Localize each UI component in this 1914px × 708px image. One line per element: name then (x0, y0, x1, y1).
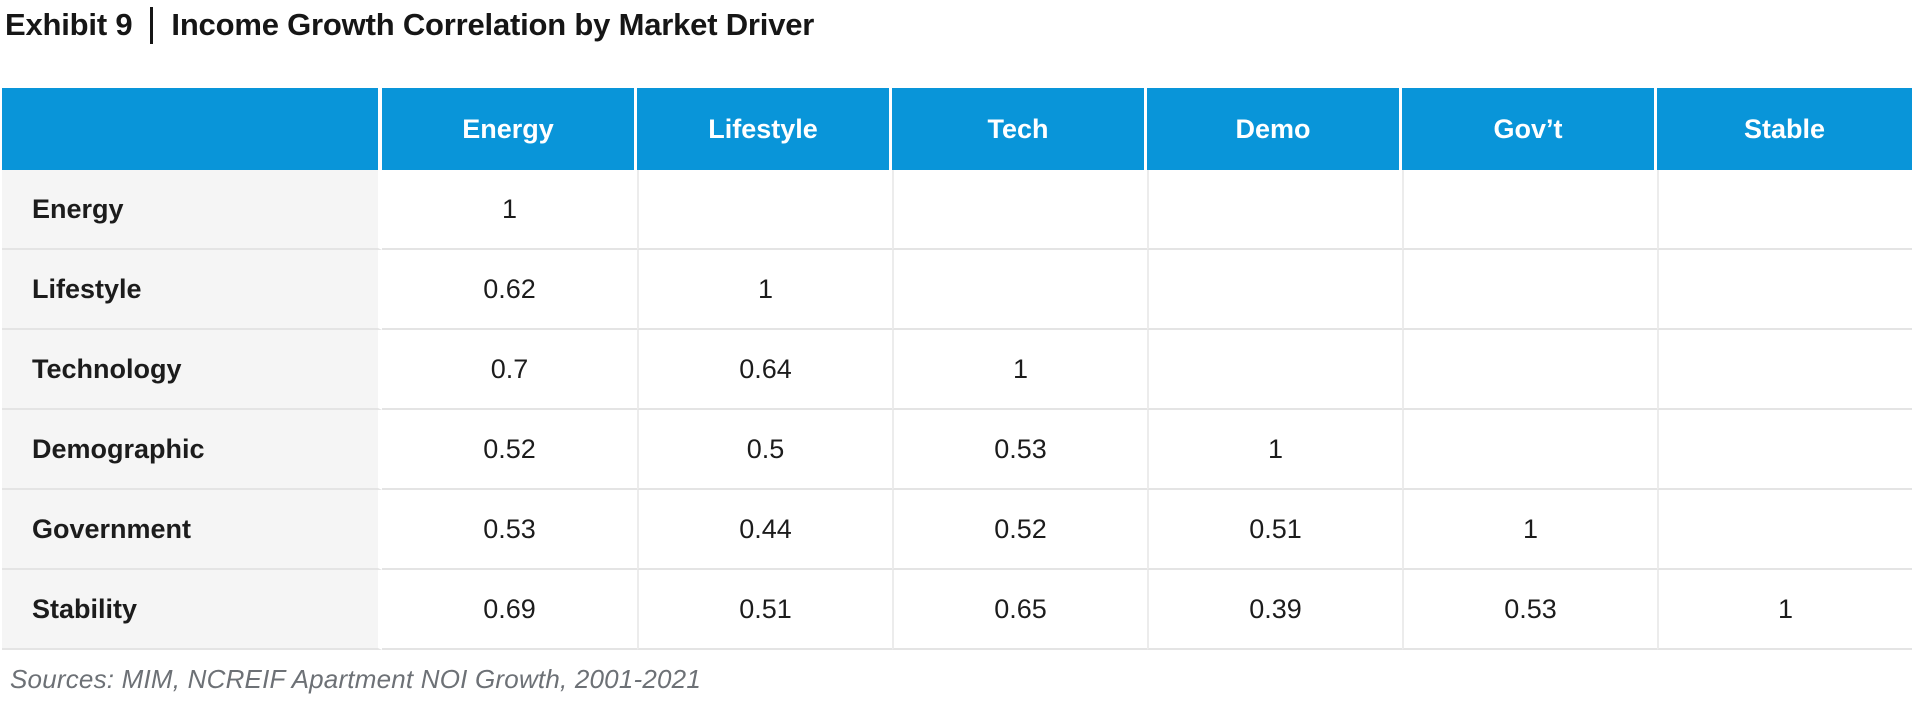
cell-stability-tech: 0.65 (892, 570, 1147, 650)
source-note: Sources: MIM, NCREIF Apartment NOI Growt… (10, 664, 701, 694)
column-header-tech: Tech (892, 88, 1147, 170)
table-row-energy: Energy 1 (2, 170, 1912, 250)
cell-demographic-stable (1657, 410, 1912, 490)
cell-demographic-lifestyle: 0.5 (637, 410, 892, 490)
cell-government-energy: 0.53 (382, 490, 637, 570)
cell-lifestyle-tech (892, 250, 1147, 330)
cell-technology-stable (1657, 330, 1912, 410)
page-title: Exhibit 9 Income Growth Correlation by M… (5, 2, 1914, 48)
cell-lifestyle-stable (1657, 250, 1912, 330)
row-label-energy: Energy (2, 170, 382, 250)
cell-demographic-gov-t (1402, 410, 1657, 490)
row-label-technology: Technology (2, 330, 382, 410)
table-row-government: Government 0.53 0.44 0.52 0.51 1 (2, 490, 1912, 570)
column-header-stable: Stable (1657, 88, 1912, 170)
table-row-demographic: Demographic 0.52 0.5 0.53 1 (2, 410, 1912, 490)
cell-stability-demo: 0.39 (1147, 570, 1402, 650)
cell-technology-tech: 1 (892, 330, 1147, 410)
title-separator-bar (150, 6, 154, 44)
cell-lifestyle-energy: 0.62 (382, 250, 637, 330)
cell-energy-stable (1657, 170, 1912, 250)
cell-energy-energy: 1 (382, 170, 637, 250)
cell-government-gov-t: 1 (1402, 490, 1657, 570)
cell-government-tech: 0.52 (892, 490, 1147, 570)
cell-technology-lifestyle: 0.64 (637, 330, 892, 410)
exhibit-label: Exhibit 9 (5, 7, 133, 42)
cell-lifestyle-gov-t (1402, 250, 1657, 330)
cell-technology-demo (1147, 330, 1402, 410)
row-label-stability: Stability (2, 570, 382, 650)
cell-lifestyle-lifestyle: 1 (637, 250, 892, 330)
row-label-demographic: Demographic (2, 410, 382, 490)
title-text: Income Growth Correlation by Market Driv… (171, 7, 815, 42)
column-header-lifestyle: Lifestyle (637, 88, 892, 170)
cell-stability-gov-t: 0.53 (1402, 570, 1657, 650)
cell-demographic-demo: 1 (1147, 410, 1402, 490)
correlation-table: Energy Lifestyle Tech Demo Gov’t Stable Energ… (2, 88, 1912, 650)
cell-technology-gov-t (1402, 330, 1657, 410)
column-header-demo: Demo (1147, 88, 1402, 170)
cell-stability-lifestyle: 0.51 (637, 570, 892, 650)
table-header-row: Energy Lifestyle Tech Demo Gov’t Stable (2, 88, 1912, 170)
cell-government-demo: 0.51 (1147, 490, 1402, 570)
cell-demographic-tech: 0.53 (892, 410, 1147, 490)
cell-energy-tech (892, 170, 1147, 250)
cell-energy-demo (1147, 170, 1402, 250)
cell-government-lifestyle: 0.44 (637, 490, 892, 570)
table-row-technology: Technology 0.7 0.64 1 (2, 330, 1912, 410)
column-header-gov-t: Gov’t (1402, 88, 1657, 170)
cell-government-stable (1657, 490, 1912, 570)
column-header-energy: Energy (382, 88, 637, 170)
row-label-lifestyle: Lifestyle (2, 250, 382, 330)
table-row-lifestyle: Lifestyle 0.62 1 (2, 250, 1912, 330)
cell-energy-gov-t (1402, 170, 1657, 250)
cell-energy-lifestyle (637, 170, 892, 250)
cell-technology-energy: 0.7 (382, 330, 637, 410)
row-label-government: Government (2, 490, 382, 570)
cell-stability-stable: 1 (1657, 570, 1912, 650)
cell-stability-energy: 0.69 (382, 570, 637, 650)
cell-lifestyle-demo (1147, 250, 1402, 330)
table-row-stability: Stability 0.69 0.51 0.65 0.39 0.53 1 (2, 570, 1912, 650)
column-header-blank (2, 88, 382, 170)
cell-demographic-energy: 0.52 (382, 410, 637, 490)
